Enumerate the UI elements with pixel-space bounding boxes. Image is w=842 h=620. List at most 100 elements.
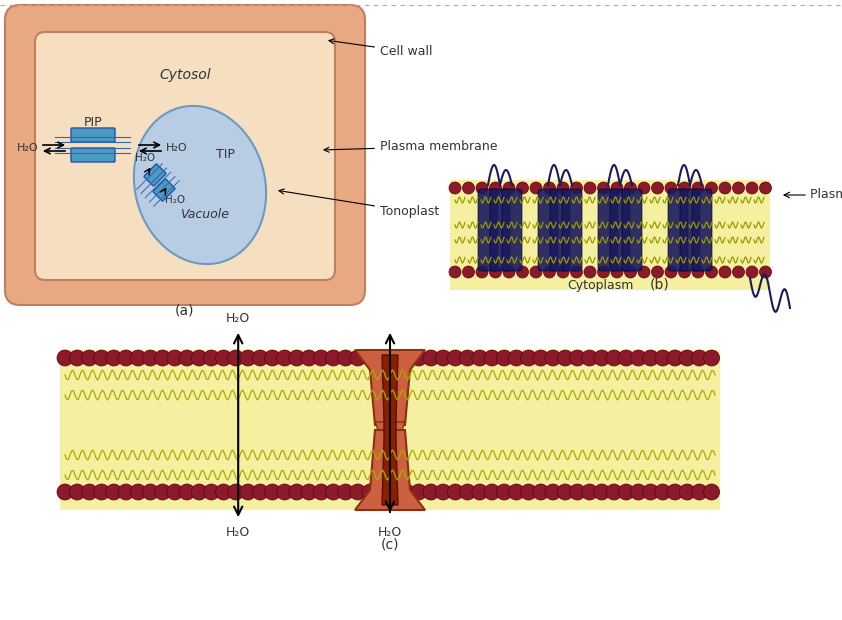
Circle shape (398, 350, 414, 366)
Polygon shape (355, 430, 425, 510)
Text: H₂O: H₂O (226, 311, 250, 324)
FancyBboxPatch shape (598, 189, 618, 271)
Text: Plasma membrane: Plasma membrane (810, 188, 842, 202)
Circle shape (253, 484, 269, 500)
FancyBboxPatch shape (144, 164, 166, 186)
Circle shape (530, 266, 542, 278)
Circle shape (655, 350, 671, 366)
Circle shape (692, 266, 704, 278)
FancyBboxPatch shape (490, 189, 510, 271)
Circle shape (313, 484, 329, 500)
Circle shape (631, 484, 647, 500)
Circle shape (679, 266, 690, 278)
FancyBboxPatch shape (502, 189, 522, 271)
Text: TIP: TIP (216, 149, 234, 161)
FancyBboxPatch shape (71, 128, 115, 142)
Circle shape (349, 484, 365, 500)
Circle shape (759, 266, 771, 278)
FancyBboxPatch shape (538, 189, 558, 271)
Circle shape (386, 484, 402, 500)
Circle shape (179, 350, 195, 366)
Circle shape (131, 484, 147, 500)
Circle shape (489, 182, 502, 194)
Circle shape (289, 350, 305, 366)
Circle shape (264, 484, 280, 500)
Circle shape (362, 484, 378, 500)
Circle shape (289, 484, 305, 500)
Text: H₂O: H₂O (17, 143, 39, 153)
Circle shape (142, 484, 158, 500)
Circle shape (594, 484, 610, 500)
Circle shape (484, 484, 500, 500)
Circle shape (374, 350, 390, 366)
Circle shape (435, 350, 451, 366)
Circle shape (93, 484, 109, 500)
Circle shape (543, 266, 556, 278)
Text: Cytosol: Cytosol (159, 68, 210, 82)
Circle shape (447, 484, 463, 500)
Circle shape (679, 484, 695, 500)
FancyBboxPatch shape (71, 148, 115, 162)
Circle shape (611, 266, 623, 278)
Circle shape (349, 350, 365, 366)
Circle shape (520, 350, 536, 366)
Circle shape (557, 484, 573, 500)
Circle shape (530, 182, 542, 194)
Circle shape (704, 484, 720, 500)
Circle shape (484, 350, 500, 366)
Text: Plasma membrane: Plasma membrane (324, 140, 498, 153)
Circle shape (667, 350, 683, 366)
FancyBboxPatch shape (680, 189, 700, 271)
Circle shape (277, 350, 293, 366)
Circle shape (655, 484, 671, 500)
Circle shape (584, 266, 596, 278)
Circle shape (476, 266, 488, 278)
Circle shape (131, 350, 147, 366)
Circle shape (69, 350, 85, 366)
Circle shape (374, 484, 390, 500)
Circle shape (155, 350, 171, 366)
Text: H₂O: H₂O (166, 143, 188, 153)
FancyBboxPatch shape (5, 5, 365, 305)
Circle shape (667, 484, 683, 500)
FancyBboxPatch shape (60, 350, 720, 510)
Text: (b): (b) (650, 278, 670, 292)
Circle shape (746, 182, 758, 194)
Circle shape (338, 350, 354, 366)
Circle shape (449, 266, 461, 278)
FancyBboxPatch shape (668, 189, 688, 271)
Circle shape (598, 266, 610, 278)
Text: H₂O: H₂O (226, 526, 250, 539)
Circle shape (411, 350, 427, 366)
Circle shape (533, 484, 549, 500)
Circle shape (362, 350, 378, 366)
Circle shape (509, 350, 525, 366)
Circle shape (759, 182, 771, 194)
Text: H₂O: H₂O (165, 195, 185, 205)
Circle shape (253, 350, 269, 366)
Circle shape (584, 182, 596, 194)
Polygon shape (355, 350, 425, 425)
Circle shape (216, 350, 232, 366)
Circle shape (472, 350, 488, 366)
Circle shape (301, 350, 317, 366)
Circle shape (191, 484, 207, 500)
Circle shape (106, 484, 122, 500)
Circle shape (692, 182, 704, 194)
FancyBboxPatch shape (622, 189, 642, 271)
FancyBboxPatch shape (153, 179, 175, 201)
Circle shape (301, 484, 317, 500)
Circle shape (625, 266, 637, 278)
Text: Cell wall: Cell wall (329, 39, 433, 58)
Circle shape (264, 350, 280, 366)
Text: (a): (a) (175, 303, 195, 317)
Circle shape (569, 350, 585, 366)
Circle shape (631, 350, 647, 366)
FancyBboxPatch shape (35, 32, 335, 280)
FancyBboxPatch shape (610, 189, 630, 271)
Circle shape (516, 266, 529, 278)
Circle shape (460, 484, 476, 500)
Circle shape (557, 182, 569, 194)
Circle shape (167, 350, 183, 366)
Circle shape (691, 484, 707, 500)
